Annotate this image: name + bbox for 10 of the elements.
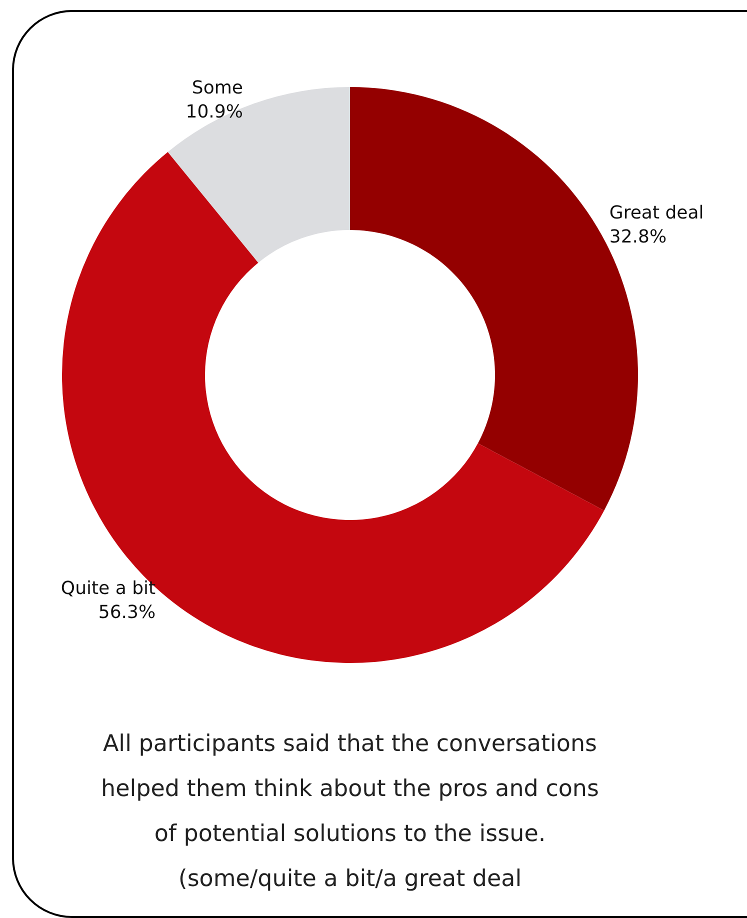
text: (some/quite a bit/a great deal	[177, 865, 523, 894]
data-label: 56.3%	[98, 602, 156, 624]
data-label: 32.8%	[609, 226, 667, 248]
text: helped them think about the pros and cons	[100, 775, 600, 804]
slice-label: Great deal	[609, 202, 704, 224]
slice-label: Some	[192, 77, 243, 98]
text: All participants said that the conversations	[102, 730, 598, 759]
slice-label: Quite a bit	[60, 578, 156, 600]
text: of potential solutions to the issue.	[153, 820, 547, 849]
data-label: 10.9%	[186, 101, 243, 122]
